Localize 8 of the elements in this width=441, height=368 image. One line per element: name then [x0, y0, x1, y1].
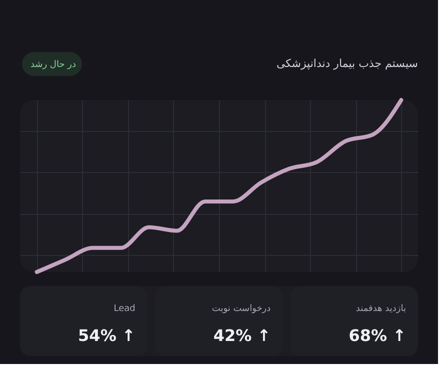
category-label: Lead — [114, 304, 136, 314]
text: 68% ↑ — [348, 326, 406, 345]
text: 42% ↑ — [213, 326, 271, 345]
text: در حال رشد — [30, 60, 76, 70]
category-label: درخواست نوبت — [212, 304, 271, 314]
category-label: بازدید هدفمند — [356, 304, 406, 314]
text: 54% ↑ — [78, 326, 136, 345]
chart-title: سیستم جذب بیمار دندانپزشکی — [276, 57, 418, 70]
